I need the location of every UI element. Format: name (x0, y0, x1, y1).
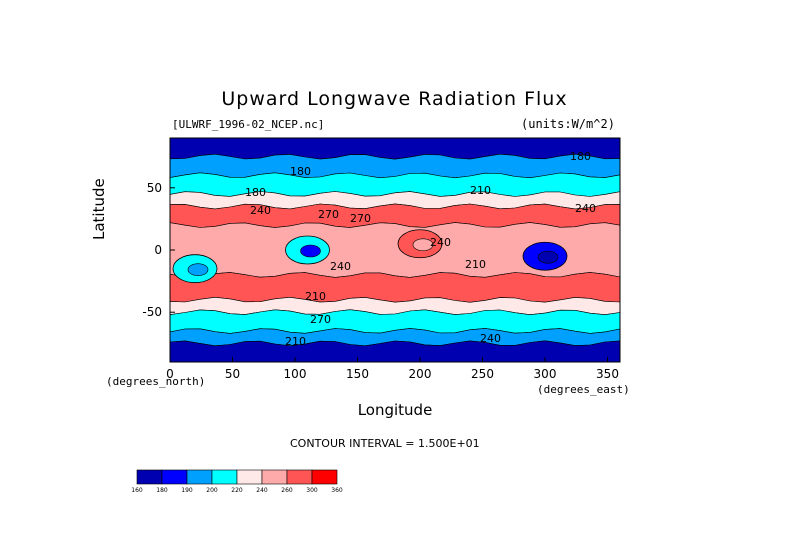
colorbar-tick-label: 200 (206, 487, 218, 494)
contour-label: 210 (305, 290, 326, 303)
x-tick-label: 100 (284, 367, 307, 381)
contour-label: 210 (470, 184, 491, 197)
colorbar-tick-label: 180 (156, 487, 168, 494)
colorbar-swatch (211, 469, 238, 485)
x-tick-label: 250 (471, 367, 494, 381)
file-label: [ULWRF_1996-02_NCEP.nc] (172, 118, 325, 131)
y-tick-label: -50 (142, 305, 162, 319)
colorbar-swatch (261, 469, 288, 485)
x-tick-label: 200 (409, 367, 432, 381)
contour-label: 240 (575, 202, 596, 215)
x-tick-label: 50 (225, 367, 240, 381)
y-tick-label: 0 (154, 243, 162, 257)
contour-label: 210 (465, 258, 486, 271)
contour-label: 180 (290, 165, 311, 178)
contour-interval-text: CONTOUR INTERVAL = 1.500E+01 (290, 437, 480, 450)
contour-label: 240 (480, 332, 501, 345)
colorbar-tick-label: 160 (131, 487, 143, 494)
colorbar-swatch (311, 469, 338, 485)
x-tick-label: 300 (534, 367, 557, 381)
x-tick-label: 0 (166, 367, 174, 381)
colorbar-swatch (186, 469, 213, 485)
contour-label: 240 (250, 204, 271, 217)
colorbar-swatch (136, 469, 163, 485)
contour-label: 270 (310, 313, 331, 326)
colorbar-tick-label: 220 (231, 487, 243, 494)
colorbar-tick-label: 260 (281, 487, 293, 494)
x-tick-label: 150 (346, 367, 369, 381)
y-tick-label: 50 (147, 181, 162, 195)
colorbar-tick-label: 190 (181, 487, 193, 494)
contour-label: 270 (318, 208, 339, 221)
x-axis-label: Longitude (357, 401, 433, 419)
field-feature-core (537, 250, 559, 264)
colorbar-swatch (236, 469, 263, 485)
x-tick-label: 350 (596, 367, 619, 381)
y-axis-label: Latitude (90, 178, 108, 240)
contour-label: 270 (350, 212, 371, 225)
zonal-band (169, 340, 621, 363)
field-feature-core (412, 238, 434, 252)
units-label: (units:W/m^2) (521, 117, 615, 131)
y-axis-units: (degrees_north) (106, 375, 206, 388)
colorbar-swatch (161, 469, 188, 485)
chart-title: Upward Longwave Radiation Flux (221, 88, 568, 110)
contour-label: 180 (570, 150, 591, 163)
contour-label: 240 (330, 260, 351, 273)
zonal-band (169, 272, 621, 303)
contour-label: 240 (430, 236, 451, 249)
field-feature-core (187, 263, 209, 276)
colorbar-tick-label: 240 (256, 487, 268, 494)
contour-label: 210 (285, 335, 306, 348)
colorbar-tick-label: 300 (306, 487, 318, 494)
contour-label: 180 (245, 186, 266, 199)
x-axis-units: (degrees_east) (537, 383, 630, 396)
colorbar-tick-label: 360 (331, 487, 343, 494)
field-feature-core (300, 244, 321, 258)
zonal-band (169, 137, 621, 160)
colorbar-swatch (286, 469, 313, 485)
